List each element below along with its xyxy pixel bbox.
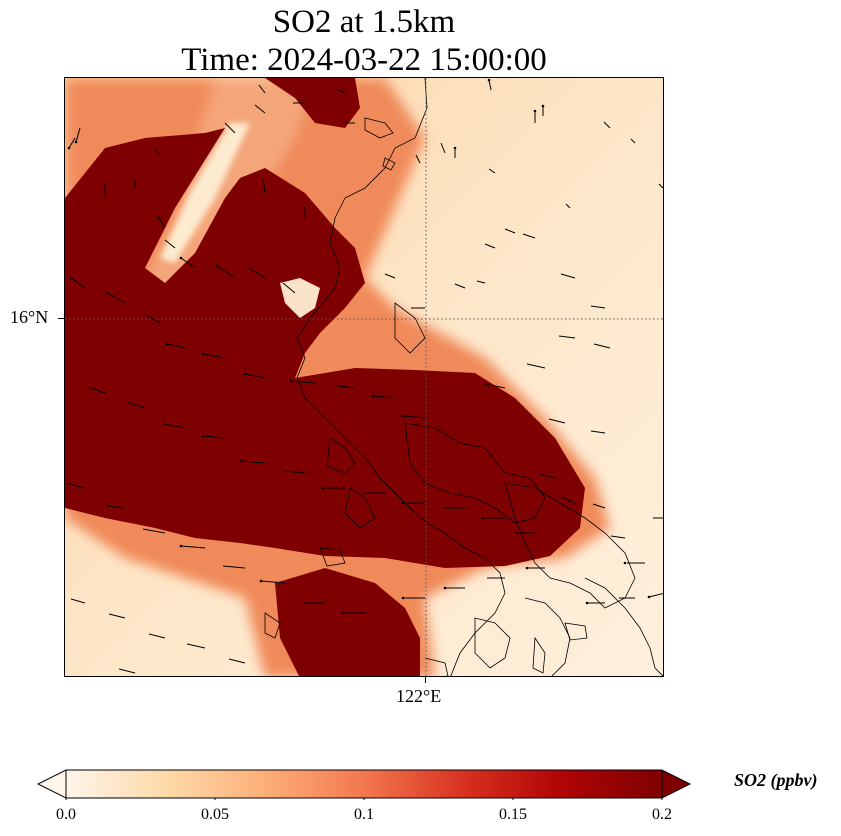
wind-vector-heads [67, 78, 651, 615]
map-title-line2: Time: 2024-03-22 15:00:00 [181, 42, 547, 78]
colorbar-min-extension [36, 769, 67, 799]
colorbar-tick-0: 0.0 [56, 806, 76, 823]
colorbar-max-extension [661, 769, 692, 799]
colorbar-tick-4: 0.2 [652, 806, 672, 823]
colorbar-tick-3: 0.15 [499, 806, 527, 823]
latitude-tick-label: 16°N [10, 307, 49, 327]
wind-vectors [68, 79, 663, 674]
longitude-tick-label: 122°E [396, 686, 442, 706]
colorbar-gradient [36, 769, 692, 800]
colorbar-tick-2: 0.1 [354, 806, 374, 823]
colorbar-label: SO2 (ppbv) [734, 770, 818, 790]
map-title-line1: SO2 at 1.5km [272, 4, 456, 40]
colorbar-tick-1: 0.05 [201, 806, 229, 823]
map-area [64, 77, 664, 677]
gridlines [65, 78, 663, 676]
light-streak [160, 123, 250, 263]
colorbar [36, 768, 692, 800]
lat-tick-mark [58, 318, 64, 319]
coastlines [264, 78, 663, 676]
so2-concentration-map [65, 78, 663, 676]
lon-tick-mark [425, 677, 426, 683]
plume-core [65, 78, 585, 676]
